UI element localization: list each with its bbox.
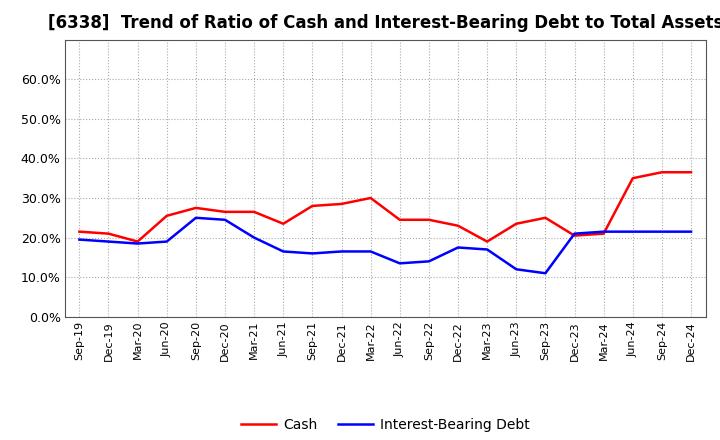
Cash: [75, 229, 84, 234]
Cash: [192, 205, 200, 210]
Interest-Bearing Debt: [425, 259, 433, 264]
Cash: [163, 213, 171, 218]
Legend: Cash, Interest-Bearing Debt: Cash, Interest-Bearing Debt: [235, 412, 535, 437]
Cash: [512, 221, 521, 226]
Interest-Bearing Debt: [687, 229, 696, 234]
Interest-Bearing Debt: [570, 231, 579, 236]
Line: Interest-Bearing Debt: Interest-Bearing Debt: [79, 218, 691, 273]
Cash: [483, 239, 492, 244]
Cash: [599, 231, 608, 236]
Interest-Bearing Debt: [541, 271, 550, 276]
Interest-Bearing Debt: [279, 249, 287, 254]
Cash: [250, 209, 258, 214]
Cash: [366, 195, 375, 201]
Interest-Bearing Debt: [657, 229, 666, 234]
Interest-Bearing Debt: [454, 245, 462, 250]
Cash: [395, 217, 404, 222]
Cash: [541, 215, 550, 220]
Cash: [220, 209, 229, 214]
Interest-Bearing Debt: [75, 237, 84, 242]
Cash: [570, 233, 579, 238]
Cash: [657, 169, 666, 175]
Interest-Bearing Debt: [104, 239, 113, 244]
Title: [6338]  Trend of Ratio of Cash and Interest-Bearing Debt to Total Assets: [6338] Trend of Ratio of Cash and Intere…: [48, 15, 720, 33]
Interest-Bearing Debt: [250, 235, 258, 240]
Line: Cash: Cash: [79, 172, 691, 242]
Interest-Bearing Debt: [220, 217, 229, 222]
Interest-Bearing Debt: [629, 229, 637, 234]
Cash: [687, 169, 696, 175]
Cash: [454, 223, 462, 228]
Cash: [279, 221, 287, 226]
Cash: [104, 231, 113, 236]
Cash: [308, 203, 317, 209]
Interest-Bearing Debt: [395, 260, 404, 266]
Cash: [629, 176, 637, 181]
Interest-Bearing Debt: [192, 215, 200, 220]
Cash: [133, 239, 142, 244]
Interest-Bearing Debt: [483, 247, 492, 252]
Cash: [425, 217, 433, 222]
Interest-Bearing Debt: [366, 249, 375, 254]
Interest-Bearing Debt: [337, 249, 346, 254]
Interest-Bearing Debt: [512, 267, 521, 272]
Interest-Bearing Debt: [599, 229, 608, 234]
Interest-Bearing Debt: [308, 251, 317, 256]
Interest-Bearing Debt: [163, 239, 171, 244]
Cash: [337, 201, 346, 206]
Interest-Bearing Debt: [133, 241, 142, 246]
